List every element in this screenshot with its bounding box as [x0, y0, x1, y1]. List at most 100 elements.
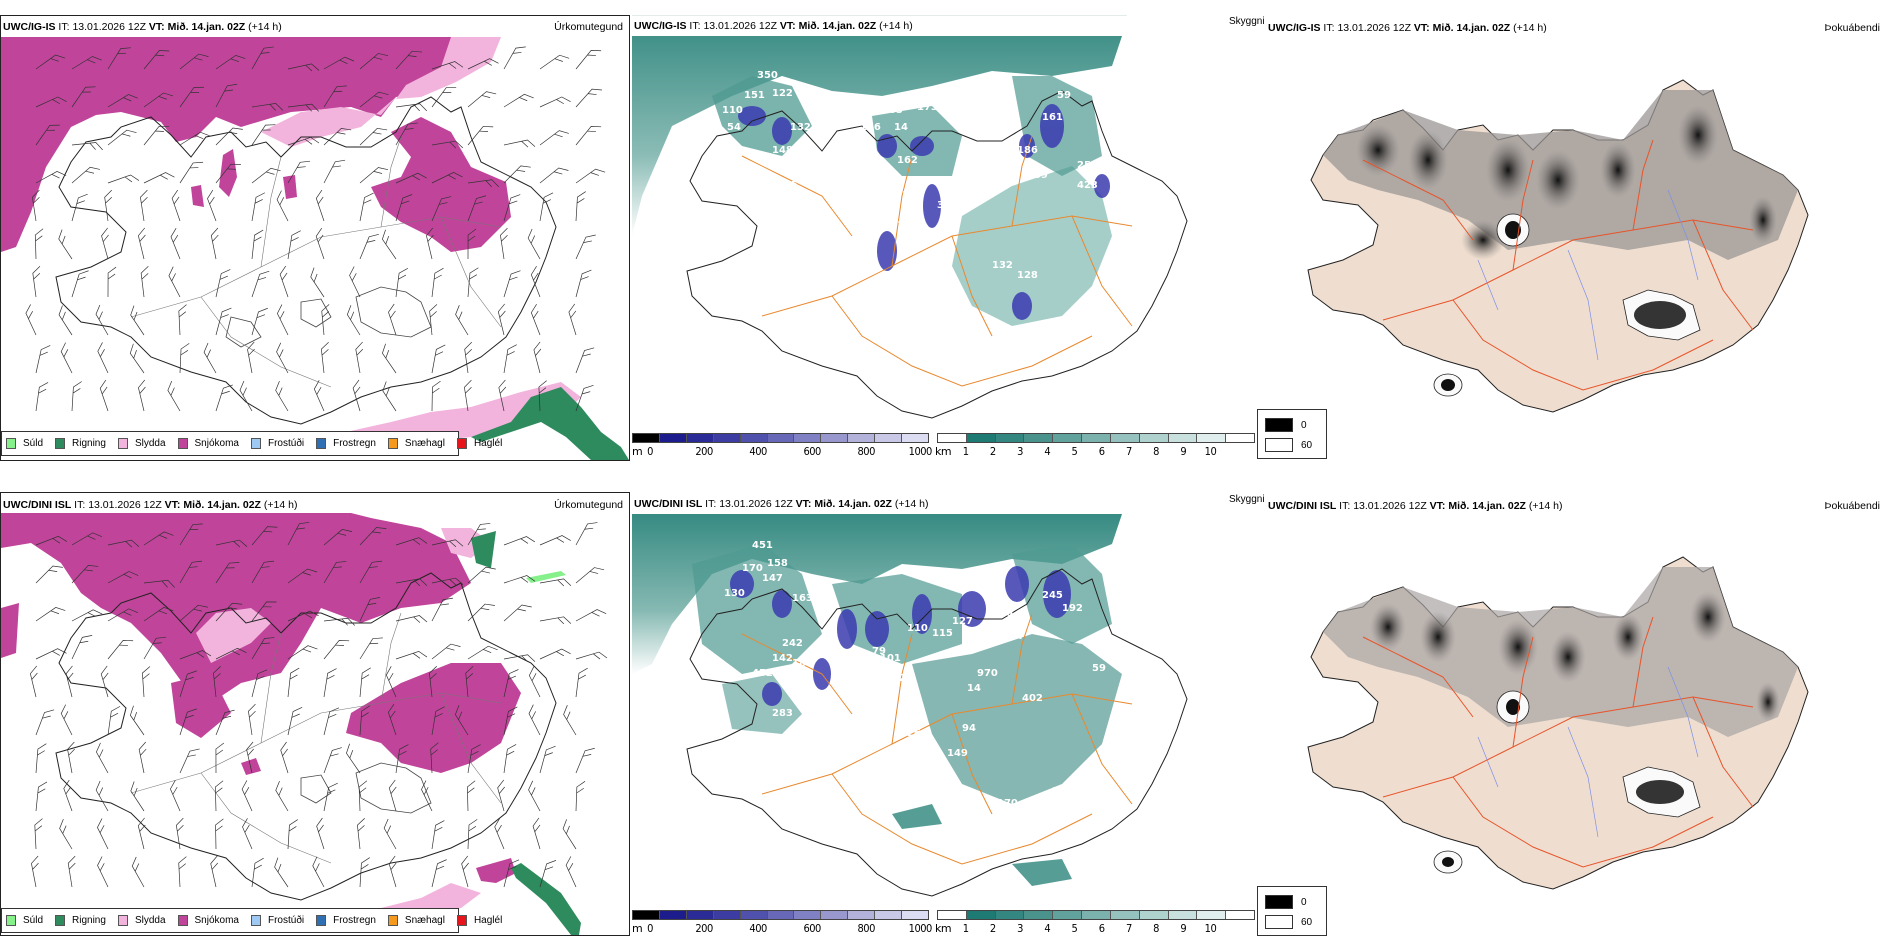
wind-barb	[500, 227, 508, 260]
precip-type-map[interactable]	[1, 37, 629, 460]
wind-barb	[35, 96, 67, 108]
it-label: IT:	[74, 499, 86, 511]
wind-barb	[387, 703, 397, 736]
wind-barb	[323, 617, 355, 626]
wind-barb	[138, 379, 146, 412]
colorbar-tick-label: 600	[803, 445, 821, 458]
precip-type-map[interactable]	[1, 513, 629, 935]
wind-barb	[143, 92, 174, 108]
wind-barb	[143, 50, 170, 70]
glacier-fog-dark	[1506, 699, 1520, 715]
wind-barb	[575, 347, 595, 374]
wind-barb	[71, 86, 96, 108]
wind-barb	[138, 741, 147, 774]
wind-barb	[29, 665, 38, 698]
legend-item-sleet: Slydda	[117, 438, 166, 449]
visibility-panel-bottom: UWC/DINI ISL IT: 13.01.2026 12Z VT: Mið.…	[632, 492, 1257, 938]
legend-swatch	[6, 438, 16, 449]
wind-barb	[497, 779, 505, 812]
low-visibility-land	[692, 544, 822, 674]
wind-barb	[241, 780, 253, 812]
wind-barb	[215, 709, 235, 736]
rivers	[1477, 189, 1699, 361]
wind-barb	[71, 532, 103, 546]
glacier-fog-dark	[1634, 301, 1686, 329]
wind-barb	[287, 645, 318, 660]
wind-barb	[382, 343, 397, 374]
visibility-value-label: 60	[842, 180, 856, 191]
visibility-value-label: 186	[792, 658, 813, 669]
panel-header: UWC/DINI ISL IT: 13.01.2026 12Z VT: Mið.…	[634, 498, 928, 511]
glacier-fog-dark	[1441, 379, 1455, 391]
wind-barb	[431, 577, 464, 586]
wind-barb	[179, 161, 204, 184]
vt-value: Mið. 14.jan. 02Z	[183, 499, 261, 511]
wind-barb	[179, 343, 190, 374]
colorbar-tick-label: 600	[803, 922, 821, 935]
visibility-value-label: 173	[917, 102, 938, 113]
colorbar-segment	[1197, 434, 1227, 442]
visibility-panel-top: UWC/IG-IS IT: 13.01.2026 12Z VT: Mið. 14…	[632, 15, 1257, 461]
vt-label: VT:	[164, 499, 181, 511]
visibility-value-label: 451	[752, 540, 773, 551]
wind-barb	[251, 103, 284, 111]
colorbar-segment	[938, 911, 967, 919]
legend-item-rain: Rigning	[55, 438, 106, 449]
colorbar-segment	[1082, 911, 1111, 919]
wind-barb	[467, 179, 500, 188]
colorbar-segment	[1110, 434, 1140, 442]
colorbar-tick-label: 1000	[908, 922, 933, 935]
wind-barb	[575, 50, 602, 70]
wind-barb	[35, 648, 67, 660]
visibility-value-label: 216	[984, 145, 1005, 156]
visibility-value-label: 231	[1052, 786, 1073, 797]
colorbar-segment	[1226, 434, 1254, 442]
wind-barb	[167, 380, 181, 412]
snow-area	[241, 758, 261, 775]
wind-barb	[287, 136, 320, 146]
wind-barb	[431, 380, 441, 412]
visibility-value-label: 170	[742, 563, 763, 574]
visibility-value-label: 59	[1092, 663, 1106, 674]
roads	[1362, 139, 1754, 391]
wind-barb	[32, 189, 40, 222]
wind-barb	[455, 305, 469, 336]
legend-item-freezing-drizzle: Frostúði	[250, 438, 304, 449]
vt-value: Mið. 14.jan. 02Z	[1448, 500, 1526, 512]
wind-barb	[210, 227, 219, 260]
fog-key-label: 60	[1301, 916, 1313, 928]
wind-barb	[215, 562, 240, 584]
wind-barb	[107, 706, 121, 736]
wind-barb	[323, 56, 355, 70]
model-name: UWC/IG-IS	[3, 21, 56, 33]
legend-item-freezing-drizzle: Frostúði	[250, 915, 304, 926]
glacier-fog-dark	[1442, 857, 1454, 867]
fog-map[interactable]	[1268, 517, 1893, 917]
wind-barb	[71, 635, 93, 660]
wind-barb	[71, 270, 89, 298]
visibility-value-label: 380	[812, 711, 833, 722]
lead-time: (+14 h)	[1513, 22, 1547, 34]
wind-barb	[210, 855, 219, 888]
legend-swatch	[117, 915, 128, 926]
wind-barb	[178, 304, 187, 336]
wind-barb	[421, 780, 433, 812]
wind-barb	[539, 616, 572, 625]
wind-barb	[359, 857, 370, 888]
wind-barb	[530, 265, 541, 298]
colorbar-tick-label: 1000	[908, 445, 933, 458]
wind-barb	[323, 529, 353, 546]
wind-barb	[63, 779, 73, 812]
field-name-precip-type: Úrkomutegund	[554, 21, 623, 33]
wind-barb	[575, 385, 594, 412]
fog-map[interactable]	[1268, 40, 1893, 440]
colorbar-segment	[1110, 911, 1140, 919]
wind-barb	[395, 537, 428, 546]
lead-time: (+14 h)	[248, 21, 282, 33]
wind-barb	[575, 168, 606, 184]
colorbar-segment	[995, 434, 1025, 442]
wind-barb	[60, 342, 73, 374]
wind-barb	[395, 50, 423, 70]
